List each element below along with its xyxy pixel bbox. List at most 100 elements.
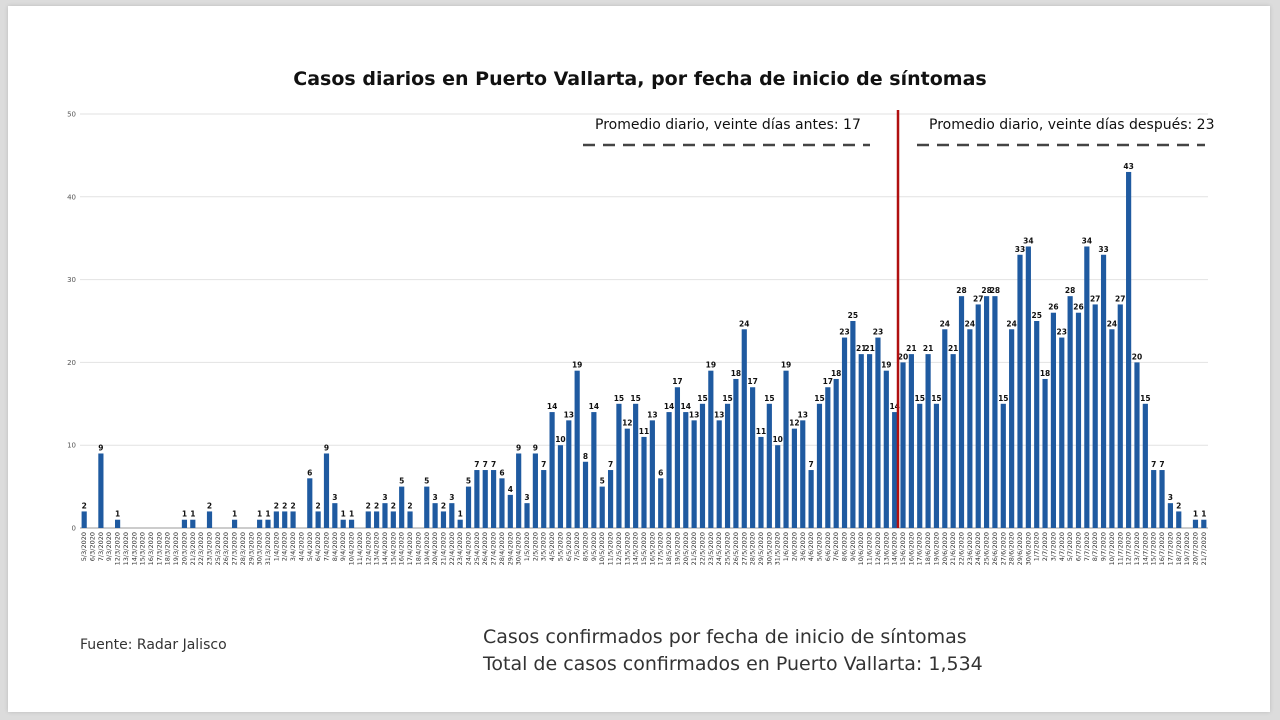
x-tick-label: 6/6/2020 [824,532,832,561]
x-tick-label: 5/3/2020 [80,532,88,561]
x-tick-label: 26/4/2020 [481,532,489,565]
source-note: Fuente: Radar Jalisco [80,637,227,653]
x-tick-label: 28/6/2020 [1008,532,1016,565]
data-label: 2 [274,501,279,510]
data-label: 27 [973,294,983,303]
y-tick-label: 40 [67,193,76,201]
data-label: 3 [449,493,454,502]
data-label: 28 [990,286,1000,295]
data-label: 18 [831,369,841,378]
data-label: 24 [1107,319,1117,328]
bar [348,519,355,528]
data-label: 28 [981,286,991,295]
data-label: 24 [739,319,749,328]
bar [1167,503,1173,528]
bar [967,329,973,528]
data-label: 9 [98,443,103,452]
bar [641,436,647,528]
data-label: 9 [324,443,329,452]
bar [399,486,405,528]
x-tick-label: 13/7/2020 [1133,532,1141,565]
bar [950,354,956,528]
data-label: 14 [589,402,599,411]
bar [407,511,413,528]
bar [474,470,480,528]
bar [516,453,522,528]
bar [666,412,672,528]
x-tick-label: 21/3/2020 [189,532,197,565]
bar [616,403,622,528]
bar [783,370,789,528]
x-tick-label: 10/6/2020 [857,532,865,565]
data-label: 15 [814,394,824,403]
x-tick-label: 25/3/2020 [214,532,222,565]
x-tick-label: 27/6/2020 [999,532,1007,565]
x-tick-label: 5/4/2020 [306,532,314,561]
bar [81,511,87,528]
data-label: 3 [433,493,438,502]
bar [574,370,580,528]
x-tick-label: 12/6/2020 [874,532,882,565]
data-label: 13 [798,410,808,419]
data-label: 6 [307,468,312,477]
data-label: 8 [583,452,588,461]
bar [816,403,823,528]
x-tick-label: 7/6/2020 [832,532,840,561]
bar [190,519,196,528]
x-tick-label: 26/3/2020 [222,532,230,565]
data-label: 15 [998,394,1008,403]
x-tick-label: 24/4/2020 [465,532,473,565]
x-tick-label: 23/4/2020 [456,532,464,565]
data-label: 21 [856,344,866,353]
data-label: 21 [923,344,933,353]
bar [599,486,605,528]
data-label: 6 [499,468,504,477]
x-tick-label: 4/4/2020 [297,532,305,561]
bar [1042,378,1048,528]
y-tick-label: 0 [72,525,76,533]
data-label: 1 [190,510,195,519]
data-label: 1 [182,510,187,519]
data-label: 7 [1159,460,1164,469]
bar [557,445,564,528]
bar [992,296,998,528]
x-tick-label: 11/7/2020 [1116,532,1124,565]
data-label: 5 [600,477,605,486]
data-label: 21 [948,344,958,353]
data-label: 14 [889,402,899,411]
data-label: 15 [1140,394,1150,403]
data-label: 13 [564,410,574,419]
average-after-label: Promedio diario, veinte días después: 23 [929,117,1214,133]
bar [1126,171,1132,528]
x-tick-label: 20/5/2020 [682,532,690,565]
bar [1000,403,1006,528]
data-label: 19 [706,361,716,370]
x-tick-label: 19/4/2020 [423,532,431,565]
x-tick-label: 7/3/2020 [97,532,105,561]
bar [1009,329,1015,528]
data-label: 24 [965,319,975,328]
data-label: 2 [282,501,287,510]
data-label: 19 [781,361,791,370]
bar [983,296,990,528]
data-label: 33 [1098,245,1108,254]
bar [307,478,313,528]
x-tick-label: 27/5/2020 [740,532,748,565]
data-label: 1 [265,510,270,519]
bar [465,486,472,528]
x-tick-label: 31/3/2020 [264,532,272,565]
bar [900,362,906,528]
x-tick-label: 14/3/2020 [130,532,138,565]
bar [791,428,797,528]
data-label: 2 [374,501,379,510]
bar [591,412,597,528]
data-label: 1 [232,510,237,519]
data-label: 7 [474,460,479,469]
x-tick-label: 24/5/2020 [715,532,723,565]
x-tick-label: 22/5/2020 [698,532,706,565]
bar [532,453,538,528]
data-label: 18 [731,369,741,378]
data-label: 14 [664,402,674,411]
bar [1034,321,1040,528]
